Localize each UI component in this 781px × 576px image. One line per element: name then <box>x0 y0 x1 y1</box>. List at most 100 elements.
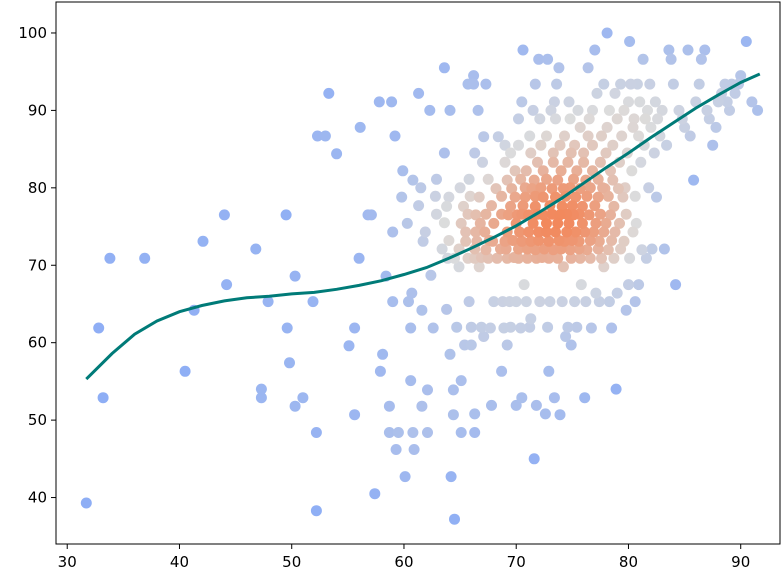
scatter-point <box>552 252 564 264</box>
scatter-point <box>533 226 545 238</box>
scatter-point <box>406 287 418 299</box>
scatter-point <box>663 44 675 56</box>
scatter-point <box>606 322 618 334</box>
scatter-point <box>601 27 613 39</box>
x-tick-label: 30 <box>58 553 77 571</box>
scatter-point <box>386 96 398 108</box>
scatter-point <box>464 190 476 202</box>
scatter-point <box>552 217 564 229</box>
scatter-point <box>431 173 442 185</box>
scatter-point <box>516 392 528 404</box>
scatter-point <box>474 217 486 229</box>
scatter-point <box>415 182 427 194</box>
scatter-point <box>618 104 630 116</box>
scatter-point <box>523 226 535 238</box>
scatter-point <box>527 217 539 229</box>
scatter-point <box>455 427 467 438</box>
scatter-point <box>649 96 661 108</box>
scatter-point <box>574 121 586 133</box>
scatter-point <box>436 243 448 255</box>
y-tick-label: 40 <box>28 489 47 507</box>
scatter-point <box>473 191 485 203</box>
scatter-point <box>625 78 637 90</box>
scatter-point <box>719 78 731 90</box>
scatter-point <box>612 183 624 195</box>
scatter-point <box>455 375 467 387</box>
scatter-point <box>611 113 623 125</box>
scatter-point <box>541 173 552 185</box>
scatter-point <box>529 244 541 256</box>
scatter-point <box>529 78 541 90</box>
scatter-point <box>563 96 575 108</box>
scatter-point <box>554 209 566 221</box>
scatter-point <box>729 87 741 99</box>
scatter-point <box>587 139 598 151</box>
scatter-point <box>536 252 548 263</box>
scatter-point <box>416 400 428 412</box>
scatter-point <box>534 296 546 308</box>
scatter-point <box>627 226 639 238</box>
scatter-point <box>634 96 646 108</box>
scatter-point <box>592 191 604 203</box>
scatter-point <box>556 296 568 308</box>
scatter-point <box>620 208 632 220</box>
scatter-point <box>648 147 660 159</box>
scatter-point <box>463 173 475 185</box>
scatter-point <box>539 408 551 420</box>
y-tick-label: 60 <box>28 334 47 352</box>
scatter-point <box>679 121 691 133</box>
scatter-point <box>635 156 647 168</box>
scatter-point <box>564 113 576 125</box>
scatter-point <box>513 113 524 125</box>
scatter-point <box>543 365 555 377</box>
scatter-point <box>746 96 758 108</box>
y-tick-label: 80 <box>28 179 47 197</box>
scatter-point <box>682 44 694 56</box>
y-axis: 40 50 60 70 80 90 100 <box>18 24 56 507</box>
scatter-point <box>684 130 696 142</box>
scatter-point <box>422 427 433 438</box>
scatter-point <box>527 104 539 116</box>
scatter-point <box>633 130 645 142</box>
scatter-point <box>454 182 466 194</box>
scatter-point <box>280 209 292 221</box>
trend-line <box>85 72 761 381</box>
scatter-point <box>545 104 557 116</box>
y-tick-label: 70 <box>28 256 47 274</box>
scatter-point <box>584 235 596 246</box>
scatter-point <box>525 147 537 159</box>
scatter-point <box>499 139 511 151</box>
scatter-point <box>460 235 472 247</box>
scatter-point <box>551 78 563 90</box>
scatter-point <box>473 261 485 273</box>
scatter-point <box>486 399 497 411</box>
scatter-point <box>598 261 610 273</box>
scatter-point <box>565 252 577 264</box>
scatter-point <box>469 147 481 159</box>
scatter-point <box>543 235 555 247</box>
scatter-point <box>397 165 409 177</box>
scatter-point <box>598 78 610 90</box>
scatter-point <box>610 383 622 395</box>
scatter-point <box>506 183 518 195</box>
scatter-point <box>703 113 715 125</box>
scatter-point <box>179 365 191 377</box>
scatter-point <box>310 505 322 517</box>
scatter-point <box>425 269 437 281</box>
scatter-point <box>566 200 578 212</box>
scatter-point <box>501 174 513 186</box>
scatter-point <box>616 130 628 142</box>
scatter-point <box>608 200 620 212</box>
scatter-point <box>627 121 639 133</box>
scatter-point <box>594 208 606 220</box>
scatter-point <box>740 36 752 47</box>
scatter-point <box>438 62 450 74</box>
scatter-point <box>701 104 713 116</box>
scatter-point <box>560 331 572 342</box>
scatter-point <box>312 130 323 142</box>
scatter-point <box>600 147 612 159</box>
scatter-point <box>519 191 531 203</box>
scatter-point <box>575 279 587 291</box>
scatter-point <box>482 173 494 185</box>
scatter-point <box>460 226 472 238</box>
